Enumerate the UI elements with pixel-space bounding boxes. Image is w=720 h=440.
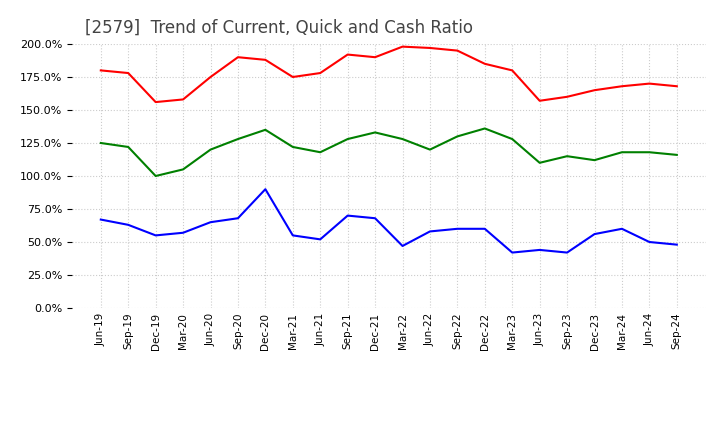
Line: Current Ratio: Current Ratio [101, 47, 677, 102]
Current Ratio [371, 55, 379, 60]
Quick Ratio [316, 150, 325, 155]
Quick Ratio [480, 126, 489, 131]
Line: Quick Ratio: Quick Ratio [101, 128, 677, 176]
Cash Ratio [151, 233, 160, 238]
Cash Ratio [645, 239, 654, 245]
Current Ratio [426, 45, 434, 51]
Current Ratio [536, 98, 544, 103]
Quick Ratio [563, 154, 572, 159]
Current Ratio [398, 44, 407, 49]
Current Ratio [261, 57, 270, 62]
Current Ratio [289, 74, 297, 80]
Cash Ratio [453, 226, 462, 231]
Cash Ratio [343, 213, 352, 218]
Cash Ratio [289, 233, 297, 238]
Quick Ratio [206, 147, 215, 152]
Cash Ratio [124, 222, 132, 227]
Current Ratio [453, 48, 462, 53]
Cash Ratio [672, 242, 681, 247]
Cash Ratio [618, 226, 626, 231]
Current Ratio [563, 94, 572, 99]
Quick Ratio [179, 167, 187, 172]
Cash Ratio [398, 243, 407, 249]
Current Ratio [618, 84, 626, 89]
Cash Ratio [426, 229, 434, 234]
Current Ratio [179, 97, 187, 102]
Cash Ratio [206, 220, 215, 225]
Line: Cash Ratio: Cash Ratio [101, 189, 677, 253]
Current Ratio [508, 68, 516, 73]
Cash Ratio [508, 250, 516, 255]
Current Ratio [480, 61, 489, 66]
Current Ratio [316, 70, 325, 76]
Cash Ratio [179, 230, 187, 235]
Quick Ratio [453, 134, 462, 139]
Cash Ratio [536, 247, 544, 253]
Cash Ratio [371, 216, 379, 221]
Quick Ratio [398, 136, 407, 142]
Quick Ratio [96, 140, 105, 146]
Cash Ratio [233, 216, 242, 221]
Current Ratio [645, 81, 654, 86]
Quick Ratio [426, 147, 434, 152]
Current Ratio [151, 99, 160, 105]
Current Ratio [233, 55, 242, 60]
Quick Ratio [261, 127, 270, 132]
Quick Ratio [151, 173, 160, 179]
Current Ratio [672, 84, 681, 89]
Current Ratio [124, 70, 132, 76]
Quick Ratio [672, 152, 681, 158]
Quick Ratio [618, 150, 626, 155]
Quick Ratio [536, 160, 544, 165]
Quick Ratio [371, 130, 379, 135]
Cash Ratio [96, 217, 105, 222]
Cash Ratio [316, 237, 325, 242]
Current Ratio [343, 52, 352, 57]
Quick Ratio [508, 136, 516, 142]
Current Ratio [206, 74, 215, 80]
Cash Ratio [261, 187, 270, 192]
Quick Ratio [289, 144, 297, 150]
Quick Ratio [590, 158, 599, 163]
Current Ratio [96, 68, 105, 73]
Text: [2579]  Trend of Current, Quick and Cash Ratio: [2579] Trend of Current, Quick and Cash … [85, 19, 472, 37]
Quick Ratio [645, 150, 654, 155]
Quick Ratio [343, 136, 352, 142]
Cash Ratio [563, 250, 572, 255]
Cash Ratio [480, 226, 489, 231]
Quick Ratio [124, 144, 132, 150]
Cash Ratio [590, 231, 599, 237]
Quick Ratio [233, 136, 242, 142]
Current Ratio [590, 88, 599, 93]
